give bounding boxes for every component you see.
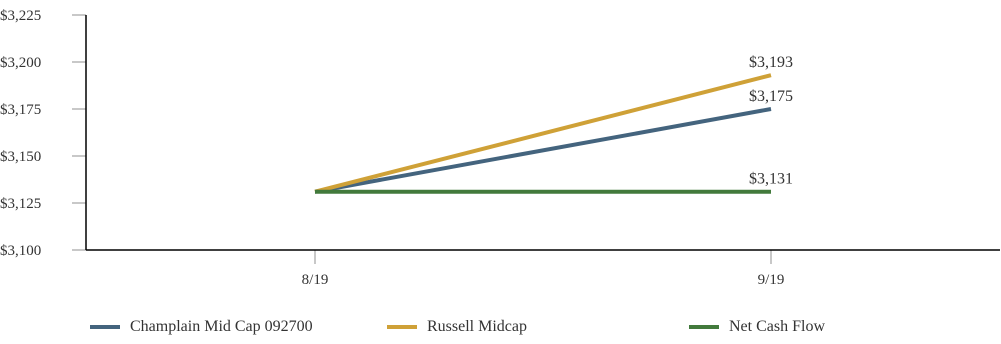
x-tick-label: 8/19 — [302, 272, 329, 288]
legend-label-russell-midcap: Russell Midcap — [427, 318, 527, 335]
x-tick-label: 9/19 — [758, 272, 785, 288]
legend-item-champlain: Champlain Mid Cap 092700 — [90, 318, 313, 336]
legend-label-champlain: Champlain Mid Cap 092700 — [130, 318, 313, 335]
data-label: $3,193 — [749, 54, 793, 71]
legend-item-russell-midcap: Russell Midcap — [387, 318, 527, 336]
y-tick-label: $3,175 — [0, 102, 41, 118]
legend-swatch-russell-midcap — [387, 325, 417, 329]
series-line-russell-midcap — [314, 73, 772, 194]
legend-label-net-cash-flow: Net Cash Flow — [729, 318, 825, 335]
y-tick-label: $3,225 — [0, 8, 41, 24]
y-axis-ticks: $3,100 $3,125 $3,150 $3,175 $3,200 $3,225 — [0, 8, 86, 259]
x-axis-ticks: 8/19 9/19 — [302, 250, 785, 288]
legend-swatch-net-cash-flow — [689, 325, 719, 329]
data-labels: $3,175 $3,193 $3,131 — [749, 54, 793, 188]
y-tick-label: $3,100 — [0, 243, 41, 259]
data-label: $3,131 — [749, 171, 793, 188]
series-lines — [314, 73, 772, 194]
y-tick-label: $3,200 — [0, 55, 41, 71]
legend-swatch-champlain — [90, 325, 120, 329]
series-line-champlain-mid-cap-092700 — [314, 107, 772, 194]
data-label: $3,175 — [749, 88, 793, 105]
line-chart: $3,100 $3,125 $3,150 $3,175 $3,200 $3,225 8/1… — [0, 8, 1000, 288]
legend-item-net-cash-flow: Net Cash Flow — [689, 318, 825, 336]
y-tick-label: $3,125 — [0, 196, 41, 212]
y-tick-label: $3,150 — [0, 149, 41, 165]
legend: Champlain Mid Cap 092700 Russell Midcap … — [0, 318, 1001, 340]
